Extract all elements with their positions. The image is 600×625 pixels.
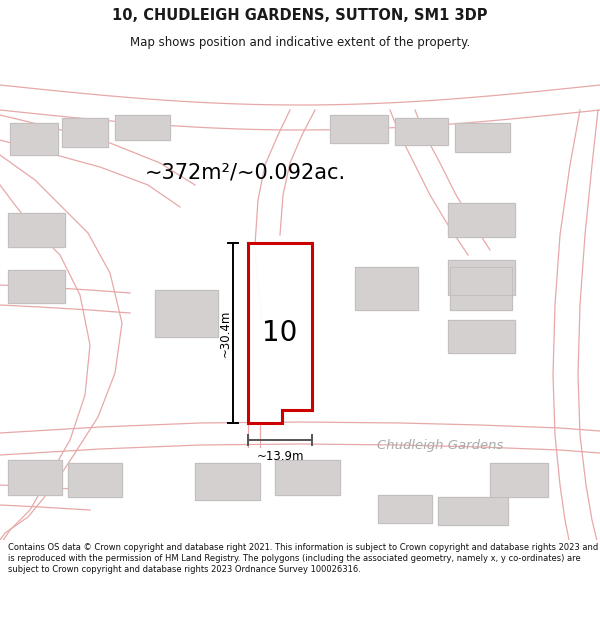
Polygon shape [438,497,508,525]
Polygon shape [62,118,108,147]
Text: 10: 10 [262,319,298,347]
Polygon shape [115,115,170,140]
Polygon shape [8,460,62,495]
Text: ~13.9m: ~13.9m [256,450,304,463]
Text: ~372m²/~0.092ac.: ~372m²/~0.092ac. [145,163,346,183]
Text: ~30.4m: ~30.4m [218,309,232,357]
Polygon shape [10,123,58,155]
Text: 10, CHUDLEIGH GARDENS, SUTTON, SM1 3DP: 10, CHUDLEIGH GARDENS, SUTTON, SM1 3DP [112,8,488,23]
Text: Map shows position and indicative extent of the property.: Map shows position and indicative extent… [130,36,470,49]
Polygon shape [450,267,512,310]
Polygon shape [8,270,65,303]
Polygon shape [355,267,418,310]
Polygon shape [455,123,510,152]
Polygon shape [68,463,122,497]
Text: Chudleigh Gardens: Chudleigh Gardens [377,439,503,451]
Polygon shape [275,460,340,495]
Polygon shape [448,320,515,353]
Polygon shape [448,260,515,295]
Polygon shape [330,115,388,143]
Polygon shape [248,243,312,423]
Polygon shape [8,213,65,247]
Polygon shape [195,463,260,500]
Polygon shape [490,463,548,497]
Polygon shape [395,118,448,145]
Polygon shape [155,290,218,337]
Text: Contains OS data © Crown copyright and database right 2021. This information is : Contains OS data © Crown copyright and d… [8,542,598,574]
Polygon shape [378,495,432,523]
Polygon shape [448,203,515,237]
